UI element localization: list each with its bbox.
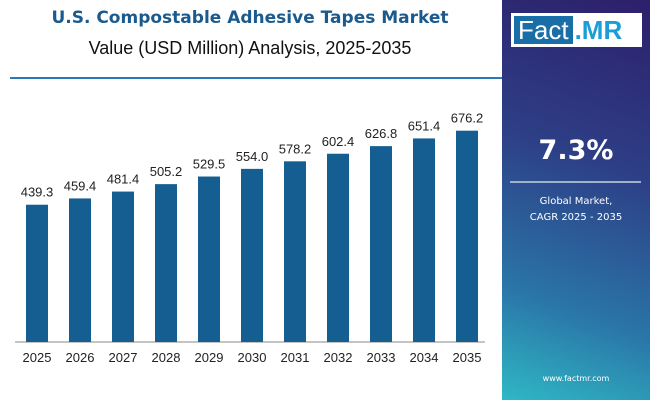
data-label: 651.4 xyxy=(408,118,441,133)
x-tick-label: 2028 xyxy=(152,350,181,365)
bar-2029 xyxy=(198,176,220,342)
logo-fact: Fact xyxy=(514,16,573,44)
cagr-label-line2: CAGR 2025 - 2035 xyxy=(529,212,623,223)
factmr-logo: Fact .MR xyxy=(511,13,642,47)
bar-2025 xyxy=(26,204,48,342)
data-label: 626.8 xyxy=(365,126,398,141)
data-label: 578.2 xyxy=(279,141,312,156)
data-label: 459.4 xyxy=(64,178,97,193)
bar-2034 xyxy=(413,138,435,342)
bar-2032 xyxy=(327,153,349,342)
cagr-label-line1: Global Market, xyxy=(539,196,613,207)
x-tick-label: 2029 xyxy=(195,350,224,365)
x-tick-label: 2026 xyxy=(66,350,95,365)
data-label: 439.3 xyxy=(21,185,54,200)
bar-2027 xyxy=(112,191,134,342)
data-label: 529.5 xyxy=(193,157,226,172)
x-tick-label: 2025 xyxy=(23,350,52,365)
x-tick-label: 2033 xyxy=(367,350,396,365)
website-url: www.factmr.com xyxy=(542,374,610,383)
x-tick-label: 2032 xyxy=(324,350,353,365)
title-divider xyxy=(10,77,502,79)
bar-2026 xyxy=(69,198,91,342)
data-label: 554.0 xyxy=(236,149,269,164)
x-tick-label: 2034 xyxy=(410,350,439,365)
x-tick-label: 2031 xyxy=(281,350,310,365)
cagr-value: 7.3% xyxy=(538,135,614,166)
data-label: 481.4 xyxy=(107,172,140,187)
bar-2031 xyxy=(284,161,306,342)
x-tick-label: 2035 xyxy=(453,350,482,365)
cagr-label: Global Market, CAGR 2025 - 2035 xyxy=(502,194,650,226)
data-label: 676.2 xyxy=(451,111,484,126)
side-panel: Fact .MR 7.3% Global Market, CAGR 2025 -… xyxy=(502,0,650,400)
bar-chart: 439.3 2025 459.4 2026 481.4 2027 505.2 2028 529.… xyxy=(15,111,485,365)
chart-title: U.S. Compostable Adhesive Tapes Market xyxy=(51,8,449,28)
logo-mr: .MR xyxy=(574,14,623,45)
bar-2033 xyxy=(370,146,392,342)
x-tick-label: 2027 xyxy=(109,350,138,365)
chart-subtitle: Value (USD Million) Analysis, 2025-2035 xyxy=(88,38,412,58)
panel-divider xyxy=(510,181,641,183)
bar-2035 xyxy=(456,130,478,342)
data-label: 505.2 xyxy=(150,164,183,179)
bar-2028 xyxy=(155,184,177,342)
x-tick-label: 2030 xyxy=(238,350,267,365)
data-label: 602.4 xyxy=(322,134,355,149)
bar-2030 xyxy=(241,168,263,342)
